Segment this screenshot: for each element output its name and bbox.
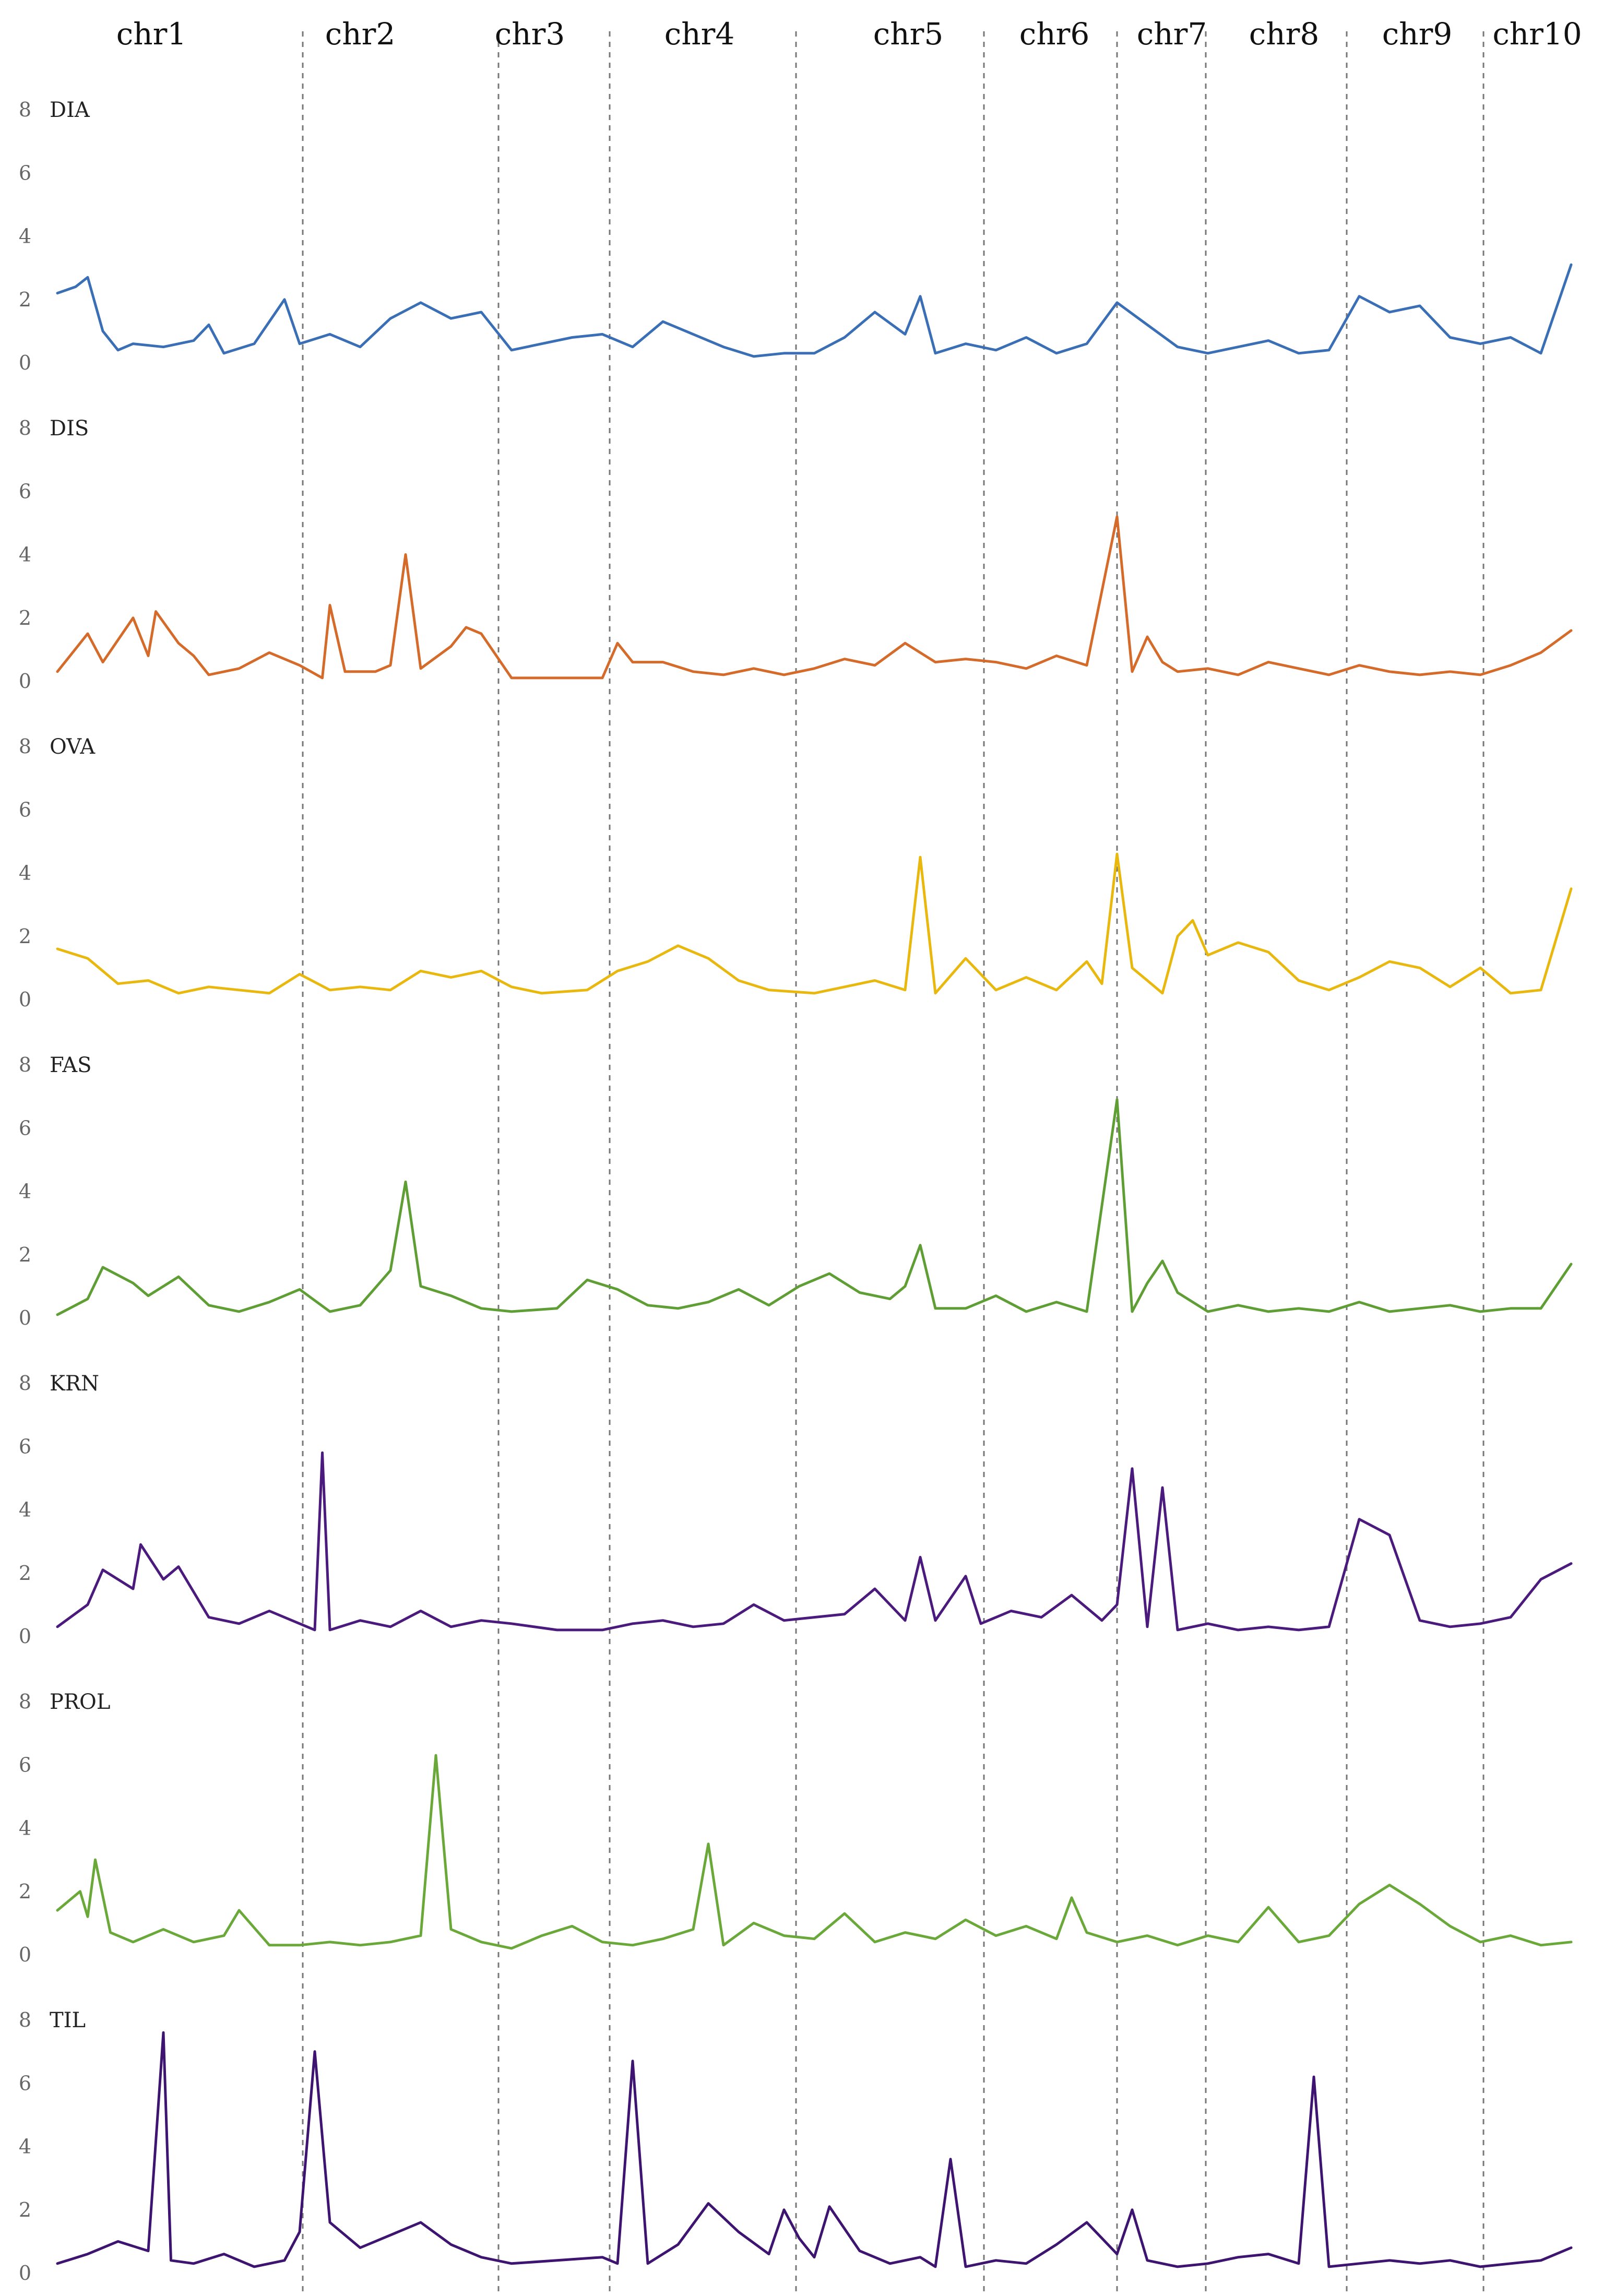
chromosome-label: chr8: [1249, 16, 1319, 52]
panel-title: FAS: [50, 1053, 92, 1077]
panel-prol: 0 2 4 6 8 PROL: [19, 1690, 1573, 1966]
y-tick-label: 2: [19, 606, 31, 629]
series-line-fas: [56, 1098, 1573, 1316]
y-tick-label: 6: [19, 798, 31, 821]
panel-til: 0 2 4 6 8 TIL: [19, 2008, 1573, 2285]
series-line-krn: [56, 1451, 1573, 1632]
panel-fas: 0 2 4 6 8 FAS: [19, 1053, 1573, 1329]
y-tick-label: 8: [19, 1372, 31, 1395]
y-tick-label: 8: [19, 417, 31, 439]
y-tick-label: 8: [19, 1690, 31, 1713]
chromosome-label: chr10: [1492, 16, 1582, 52]
panel-dis: 0 2 4 6 8 DIS: [19, 417, 1573, 693]
chromosome-label: chr7: [1137, 16, 1207, 52]
y-tick-label: 0: [19, 1943, 31, 1966]
panel-krn: 0 2 4 6 8 KRN: [19, 1372, 1573, 1648]
y-tick-label: 4: [19, 2135, 31, 2158]
y-tick-label: 8: [19, 98, 31, 121]
y-tick-label: 4: [19, 1180, 31, 1203]
y-tick-label: 6: [19, 1435, 31, 1458]
panel-dia: 0 2 4 6 8 DIA: [19, 98, 1573, 374]
panel-title: OVA: [50, 735, 96, 759]
series-line-dia: [56, 263, 1573, 358]
y-tick-label: 6: [19, 1753, 31, 1776]
y-tick-label: 4: [19, 1817, 31, 1840]
chromosome-label: chr4: [664, 16, 734, 52]
y-tick-label: 2: [19, 2198, 31, 2221]
panel-title: PROL: [50, 1690, 110, 1714]
series-line-ova: [56, 852, 1573, 995]
chromosome-labels: chr1 chr2 chr3 chr4 chr5 chr6 chr7 chr8 chr9 chr1…: [116, 16, 1582, 52]
panel-title: KRN: [50, 1372, 99, 1396]
y-tick-label: 0: [19, 1625, 31, 1648]
series-line-prol: [56, 1754, 1573, 1950]
chromosome-label: chr6: [1019, 16, 1089, 52]
y-tick-label: 8: [19, 1053, 31, 1076]
chromosome-label: chr3: [495, 16, 565, 52]
y-tick-label: 2: [19, 925, 31, 948]
chromosome-label: chr2: [325, 16, 395, 52]
chromosome-boundaries: [302, 31, 1485, 2294]
y-tick-label: 4: [19, 543, 31, 566]
y-tick-label: 2: [19, 1880, 31, 1903]
panel-title: DIA: [50, 98, 90, 122]
y-tick-label: 0: [19, 988, 31, 1011]
y-tick-label: 2: [19, 1243, 31, 1266]
series-line-til: [56, 2031, 1573, 2268]
y-tick-label: 8: [19, 2008, 31, 2031]
chromosome-label: chr1: [116, 16, 186, 52]
y-tick-label: 4: [19, 862, 31, 885]
panel-title: DIS: [50, 417, 89, 441]
panel-title: TIL: [50, 2008, 86, 2032]
y-tick-label: 6: [19, 161, 31, 184]
y-tick-label: 2: [19, 288, 31, 311]
y-tick-label: 0: [19, 351, 31, 374]
y-tick-label: 0: [19, 2262, 31, 2285]
y-tick-label: 0: [19, 1306, 31, 1329]
y-tick-label: 8: [19, 735, 31, 758]
y-tick-label: 4: [19, 1498, 31, 1521]
chromosome-label: chr5: [873, 16, 943, 52]
y-tick-label: 2: [19, 1562, 31, 1585]
series-line-dis: [56, 515, 1573, 680]
panel-ova: 0 2 4 6 8 OVA: [19, 735, 1573, 1011]
y-tick-label: 6: [19, 2072, 31, 2095]
y-tick-label: 4: [19, 225, 31, 248]
y-tick-label: 6: [19, 1116, 31, 1139]
chromosome-label: chr9: [1382, 16, 1452, 52]
y-tick-label: 0: [19, 670, 31, 693]
trait-panels: 0 2 4 6 8 DIA 0 2 4 6 8 DIS 0 2 4 6 8 OVA 0 2 4 6 8 FAS 0 2 4 6 8 KRN…: [19, 98, 1573, 2285]
y-tick-label: 6: [19, 480, 31, 503]
